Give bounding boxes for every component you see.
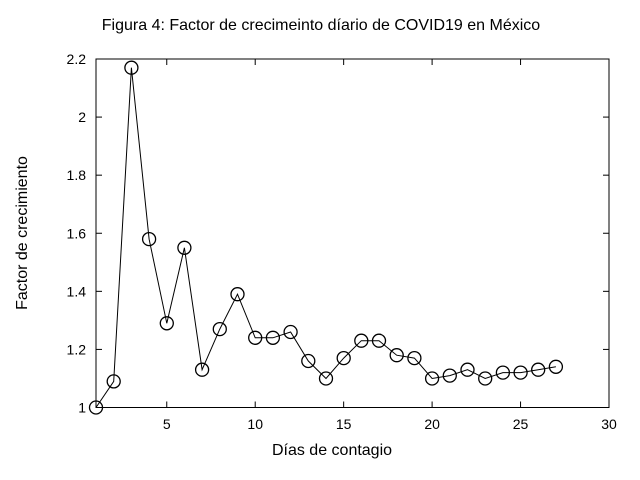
data-point xyxy=(159,316,174,331)
x-axis-label: Días de contagio xyxy=(272,442,392,459)
x-tick-label: 25 xyxy=(513,416,529,432)
data-point xyxy=(336,350,351,366)
data-point xyxy=(424,371,440,386)
y-tick-label: 1.8 xyxy=(67,167,87,183)
data-point xyxy=(495,365,511,380)
x-tick-label: 30 xyxy=(601,416,617,432)
data-point xyxy=(371,333,387,348)
y-tick-label: 2.2 xyxy=(67,51,87,67)
data-point xyxy=(194,362,210,377)
data-point xyxy=(141,231,157,247)
x-tick-label: 15 xyxy=(336,416,352,432)
data-point xyxy=(407,350,422,366)
x-tick-label: 10 xyxy=(247,416,263,432)
data-point xyxy=(301,353,316,369)
x-tick-label: 20 xyxy=(424,416,440,432)
data-point xyxy=(106,374,121,389)
data-point xyxy=(548,359,564,374)
data-point xyxy=(230,287,245,302)
y-tick-label: 1.2 xyxy=(67,341,87,357)
y-axis-label: Factor de crecimiento xyxy=(14,156,31,310)
plot-area: 5 10 15 20 25 30 1 1.2 1.4 1.6 1.8 2 2.2 xyxy=(67,51,617,432)
data-point xyxy=(531,362,546,377)
y-tick-label: 1 xyxy=(78,400,86,416)
data-point xyxy=(354,333,369,348)
y-tick-label: 1.4 xyxy=(67,283,87,299)
y-tick-label: 1.6 xyxy=(67,225,87,241)
data-point xyxy=(442,368,457,383)
data-point xyxy=(212,321,227,337)
chart-title: Figura 4: Factor de crecimeinto díario d… xyxy=(102,17,541,34)
plot-frame xyxy=(95,58,610,408)
data-point xyxy=(478,371,493,386)
data-point xyxy=(389,348,404,363)
data-point xyxy=(283,324,298,340)
x-tick-label: 5 xyxy=(163,416,171,432)
data-point xyxy=(248,330,263,345)
data-point xyxy=(177,240,192,255)
data-line xyxy=(95,67,556,408)
data-point xyxy=(318,371,334,386)
data-point xyxy=(460,362,475,377)
data-point xyxy=(124,60,139,75)
data-point xyxy=(265,330,281,345)
data-point xyxy=(513,365,528,380)
y-tick-label: 2 xyxy=(78,109,86,125)
data-point xyxy=(88,400,104,415)
